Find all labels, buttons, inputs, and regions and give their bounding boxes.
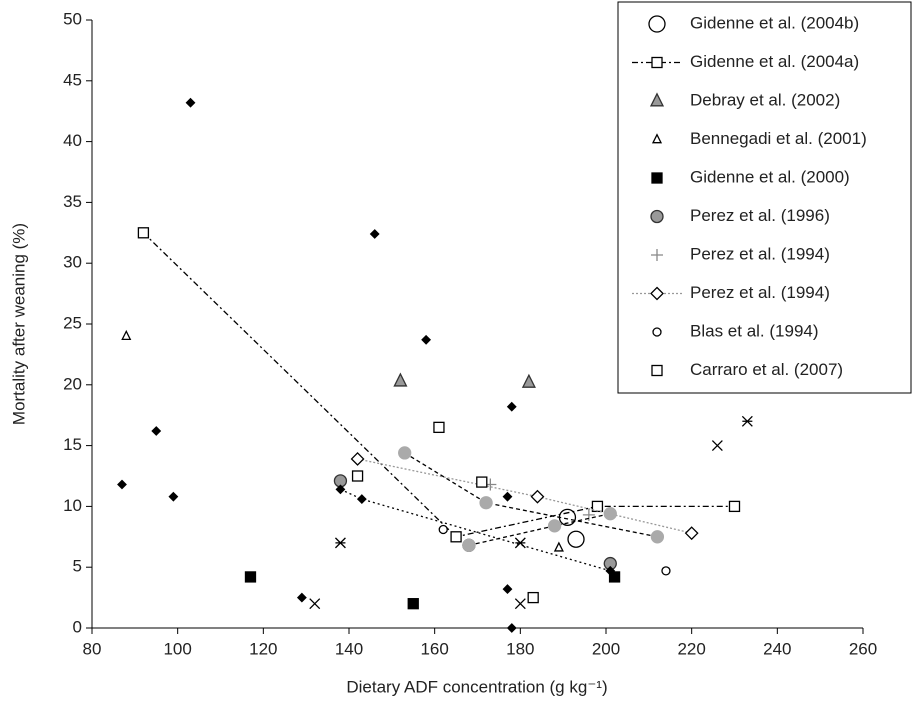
x-axis-title: Dietary ADF concentration (g kg⁻¹): [346, 677, 607, 696]
series-line: [142, 232, 735, 538]
marker: [514, 598, 526, 610]
marker: [421, 334, 432, 345]
legend-label: Carraro et al. (2007): [690, 360, 843, 379]
marker: [433, 421, 445, 434]
legend-marker: [651, 249, 663, 261]
marker: [603, 507, 617, 521]
marker: [661, 566, 671, 576]
y-tick-label: 10: [63, 496, 82, 515]
legend-label: Gidenne et al. (2000): [690, 167, 850, 186]
marker: [438, 524, 448, 535]
marker: [650, 530, 665, 544]
marker: [605, 565, 616, 576]
y-tick-label: 5: [73, 557, 82, 576]
marker: [462, 538, 476, 552]
y-axis-title: Mortality after weaning (%): [9, 223, 28, 425]
x-tick-label: 180: [506, 639, 534, 658]
y-tick-label: 40: [63, 131, 82, 150]
y-tick-label: 45: [63, 70, 82, 89]
x-tick-label: 160: [420, 639, 448, 658]
legend-marker: [651, 364, 663, 377]
marker: [168, 491, 179, 502]
x-tick-label: 200: [592, 639, 620, 658]
y-tick-label: 30: [63, 253, 82, 272]
marker: [502, 584, 513, 595]
legend-label: Perez et al. (1994): [690, 283, 830, 302]
x-tick-label: 260: [849, 639, 877, 658]
marker: [369, 229, 380, 239]
x-tick-label: 240: [763, 639, 791, 658]
marker: [398, 446, 412, 460]
marker: [514, 537, 526, 549]
marker: [309, 598, 321, 610]
marker: [244, 571, 257, 583]
legend-label: Gidenne et al. (2004b): [690, 13, 859, 32]
marker: [356, 494, 367, 505]
legend-marker: [651, 172, 663, 184]
x-tick-label: 220: [677, 639, 705, 658]
legend-label: Perez et al. (1996): [690, 206, 830, 225]
marker: [741, 415, 753, 427]
legend-marker: [649, 92, 665, 107]
marker: [608, 571, 621, 583]
y-tick-label: 0: [73, 617, 82, 636]
y-tick-label: 15: [63, 435, 82, 454]
y-tick-label: 35: [63, 192, 82, 211]
legend-marker: [650, 286, 664, 301]
series-line: [357, 458, 692, 534]
legend-marker: [651, 56, 663, 69]
marker: [117, 479, 127, 490]
marker: [296, 592, 307, 603]
marker: [506, 401, 517, 412]
legend-label: Blas et al. (1994): [690, 321, 819, 340]
marker: [521, 373, 536, 388]
marker: [547, 519, 562, 533]
marker: [684, 526, 699, 541]
x-tick-label: 140: [335, 639, 363, 658]
y-tick-label: 20: [63, 374, 82, 393]
marker: [335, 484, 346, 495]
x-tick-label: 120: [249, 639, 277, 658]
marker: [527, 591, 539, 604]
marker: [479, 496, 493, 510]
series-line: [404, 452, 658, 538]
series-line: [340, 488, 611, 572]
legend-label: Gidenne et al. (2004a): [690, 52, 859, 71]
marker: [502, 491, 513, 502]
marker: [137, 227, 150, 239]
marker: [530, 489, 545, 504]
marker: [350, 452, 365, 466]
marker: [711, 440, 723, 452]
marker: [506, 623, 517, 633]
marker: [185, 97, 196, 108]
legend-box: [617, 1, 912, 394]
marker: [567, 530, 585, 548]
legend-label: Bennegadi et al. (2001): [690, 129, 867, 148]
y-tick-label: 50: [63, 9, 82, 28]
legend-marker: [650, 209, 664, 224]
marker: [334, 537, 346, 549]
legend-marker: [652, 327, 662, 337]
marker: [393, 372, 408, 387]
marker: [476, 476, 488, 488]
legend-marker: [651, 133, 663, 144]
x-tick-label: 100: [163, 639, 191, 658]
marker: [728, 500, 741, 513]
legend-label: Perez et al. (1994): [690, 244, 830, 263]
marker: [450, 531, 462, 543]
marker: [121, 329, 132, 341]
legend-label: Debray et al. (2002): [690, 90, 840, 109]
marker: [407, 598, 419, 610]
legend-marker: [648, 15, 666, 33]
y-tick-label: 25: [63, 313, 82, 332]
marker: [553, 541, 564, 552]
marker: [351, 470, 364, 482]
marker: [151, 426, 162, 436]
x-tick-label: 80: [83, 639, 102, 658]
